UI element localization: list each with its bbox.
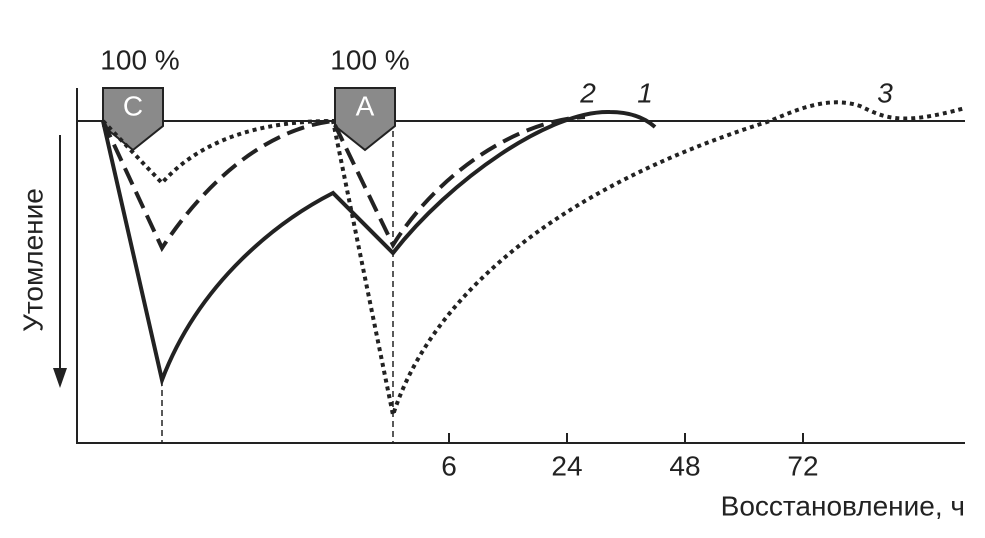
x-tick-label: 24 [551, 450, 582, 481]
fatigue-arrow-head [53, 368, 67, 388]
curve-label: 1 [637, 77, 653, 108]
marker-percent: 100 % [100, 44, 179, 75]
load-marker [334, 87, 396, 152]
curve-2 [101, 115, 586, 253]
x-tick-label: 48 [669, 450, 700, 481]
curve-label: 3 [877, 77, 893, 108]
x-tick-label: 72 [787, 450, 818, 481]
marker-label: A [356, 90, 375, 121]
x-axis-title: Восстановление, ч [721, 490, 965, 521]
curve-3 [101, 100, 966, 423]
marker-label: C [123, 90, 143, 121]
marker-percent: 100 % [330, 44, 409, 75]
curve-1 [101, 109, 657, 387]
curve-label: 2 [579, 77, 596, 108]
x-tick-label: 6 [441, 450, 457, 481]
y-axis-title: Утомление [17, 188, 48, 332]
load-marker [102, 87, 164, 152]
